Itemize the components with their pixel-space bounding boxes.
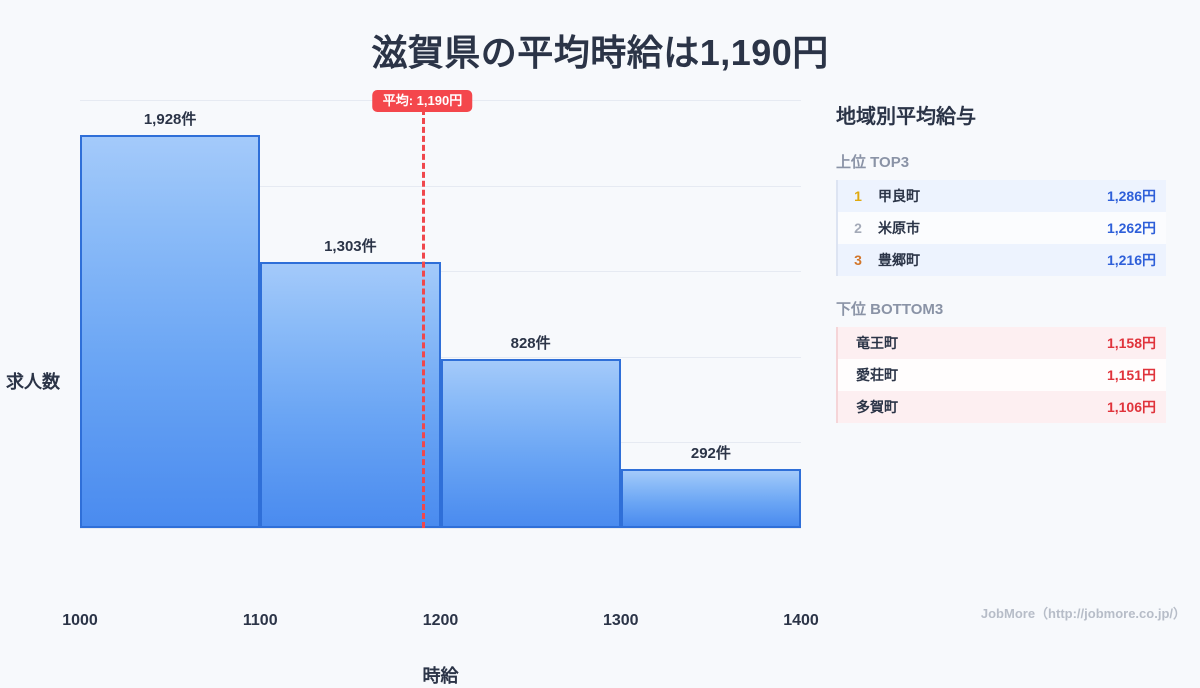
x-axis-ticks: 1000 1100 1200 1300 1400 xyxy=(62,612,819,636)
bar-value-label: 828件 xyxy=(510,335,551,353)
bottom3-label: 下位 BOTTOM3 xyxy=(836,301,944,318)
x-axis-title: 時給 xyxy=(422,666,459,686)
region-wage-value: 1,106円 xyxy=(1106,399,1156,415)
region-name: 竜王町 xyxy=(856,335,898,351)
rank-number: 2 xyxy=(854,220,862,236)
x-tick-label: 1300 xyxy=(602,612,639,629)
region-name: 豊郷町 xyxy=(878,252,920,268)
plot-area: 1,928件 1,303件 828件 292件 xyxy=(80,100,801,529)
x-tick-label: 1000 xyxy=(62,612,98,629)
gridline xyxy=(80,356,801,358)
region-wage-value: 1,262円 xyxy=(1106,220,1156,236)
histogram-bar xyxy=(80,135,261,528)
average-line xyxy=(422,100,426,528)
top3-list: 1 甲良町 1,286円 2 米原市 1,262円 3 豊郷町 1,216円 xyxy=(836,180,1166,276)
top3-row[interactable]: 2 米原市 1,262円 xyxy=(838,212,1166,244)
average-badge: 平均: 1,190円 xyxy=(372,90,473,112)
page-title: 滋賀県の平均時給は1,190円 xyxy=(371,32,829,73)
region-wage-value: 1,216円 xyxy=(1106,252,1156,268)
region-name: 愛荘町 xyxy=(856,367,898,383)
histogram-bar xyxy=(620,468,801,528)
y-axis-title: 求人数 xyxy=(6,372,60,392)
bottom3-row[interactable]: 竜王町 1,158円 xyxy=(838,327,1166,359)
top3-row[interactable]: 1 甲良町 1,286円 xyxy=(838,180,1166,212)
x-tick-label: 1400 xyxy=(783,612,819,629)
chart-panel: 求人数 1,928件 1,303件 828件 292件 平均: 1,190円 1000… xyxy=(0,90,820,686)
gridline xyxy=(80,185,801,187)
top3-row[interactable]: 3 豊郷町 1,216円 xyxy=(838,244,1166,276)
region-name: 多賀町 xyxy=(856,399,898,415)
bottom3-row[interactable]: 愛荘町 1,151円 xyxy=(838,359,1166,391)
gridline xyxy=(80,271,801,273)
x-tick-label: 1100 xyxy=(242,612,278,629)
rank-number: 1 xyxy=(854,188,862,204)
footer-watermark: JobMore（http://jobmore.co.jp/） xyxy=(980,606,1186,621)
side-panel: 地域別平均給与 上位 TOP3 1 甲良町 1,286円 2 米原市 1,262円 3 豊郷町… xyxy=(836,100,1166,445)
top3-label: 上位 TOP3 xyxy=(836,154,910,171)
bar-series: 1,928件 1,303件 828件 292件 xyxy=(80,100,801,528)
rank-number: 3 xyxy=(854,252,862,268)
histogram-bar xyxy=(260,262,441,528)
bar-value-label: 1,928件 xyxy=(143,111,197,129)
region-wage-value: 1,158円 xyxy=(1106,335,1156,351)
bar-value-label: 292件 xyxy=(690,444,731,462)
bottom3-row[interactable]: 多賀町 1,106円 xyxy=(838,391,1166,423)
region-wage-value: 1,286円 xyxy=(1106,188,1156,204)
page-root: 滋賀県の平均時給は1,190円 求人数 1,928件 1,303件 828件 292件… xyxy=(0,32,1186,686)
region-name: 甲良町 xyxy=(878,188,920,204)
bar-value-label: 1,303件 xyxy=(324,238,377,256)
side-panel-heading: 地域別平均給与 xyxy=(836,106,976,128)
region-wage-value: 1,151円 xyxy=(1106,367,1156,383)
x-tick-label: 1200 xyxy=(422,612,459,629)
gridline xyxy=(80,528,801,529)
histogram-bar xyxy=(440,359,621,528)
bottom3-list: 竜王町 1,158円愛荘町 1,151円多賀町 1,106円 xyxy=(836,327,1166,423)
region-name: 米原市 xyxy=(878,220,920,236)
